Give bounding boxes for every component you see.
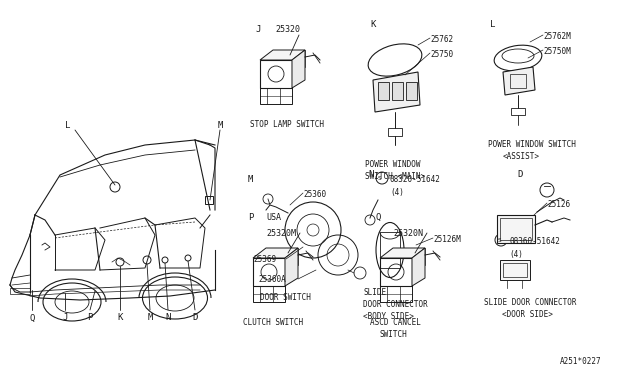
Text: M: M [147, 314, 153, 323]
Bar [392, 82, 403, 100]
Polygon shape [253, 248, 298, 258]
Bar [380, 286, 412, 302]
Text: 08320-51642: 08320-51642 [390, 175, 441, 184]
Bar [205, 196, 213, 204]
Text: A251*0227: A251*0227 [560, 357, 602, 366]
Text: SWITCH <MAIN>: SWITCH <MAIN> [365, 172, 425, 181]
Polygon shape [380, 248, 425, 258]
Text: 25126M: 25126M [433, 235, 461, 244]
Text: P: P [248, 213, 253, 222]
Text: DOOR SWITCH: DOOR SWITCH [260, 293, 311, 302]
Text: 25762M: 25762M [543, 32, 571, 41]
Bar [510, 74, 526, 88]
Text: (4): (4) [390, 188, 404, 197]
Text: N: N [368, 170, 373, 179]
Text: (4): (4) [509, 250, 523, 259]
Bar [500, 218, 532, 240]
Bar [260, 88, 292, 104]
Text: D: D [192, 314, 198, 323]
Text: POWER WINDOW: POWER WINDOW [365, 160, 420, 169]
Text: L: L [65, 121, 70, 129]
Text: D: D [517, 170, 522, 179]
Text: 25762: 25762 [430, 35, 453, 44]
Polygon shape [412, 248, 425, 286]
Bar [500, 260, 530, 280]
Text: L: L [490, 20, 495, 29]
Bar [380, 258, 412, 286]
Text: M: M [248, 175, 253, 184]
Text: 25320M: 25320M [266, 229, 296, 238]
Bar [497, 215, 535, 243]
Text: 25126: 25126 [547, 200, 570, 209]
Text: Q: Q [375, 213, 380, 222]
Text: POWER WINDOW SWITCH: POWER WINDOW SWITCH [488, 140, 576, 149]
Text: SLIDE DOOR CONNECTOR: SLIDE DOOR CONNECTOR [484, 298, 577, 307]
Bar [378, 82, 389, 100]
Bar [10, 288, 30, 294]
Text: K: K [370, 20, 376, 29]
Text: J: J [255, 25, 260, 34]
Text: STOP LAMP SWITCH: STOP LAMP SWITCH [250, 120, 324, 129]
Text: SWITCH: SWITCH [380, 330, 408, 339]
Text: S: S [497, 237, 501, 243]
Text: 25320: 25320 [275, 25, 300, 34]
Text: SLIDE: SLIDE [363, 288, 386, 297]
Text: 25360A: 25360A [258, 275, 285, 284]
Text: 25360: 25360 [303, 190, 326, 199]
Polygon shape [260, 50, 305, 60]
Bar [503, 263, 527, 277]
Text: 25320N: 25320N [393, 229, 423, 238]
Text: 25369: 25369 [253, 255, 276, 264]
Polygon shape [503, 67, 535, 95]
Bar [406, 82, 417, 100]
Text: CLUTCH SWITCH: CLUTCH SWITCH [243, 318, 303, 327]
Polygon shape [292, 50, 305, 88]
Text: DOOR CONNECTOR: DOOR CONNECTOR [363, 300, 428, 309]
Bar [388, 128, 402, 136]
Text: K: K [117, 314, 123, 323]
Text: 25750M: 25750M [543, 47, 571, 56]
Bar [511, 108, 525, 115]
Text: 08360-51642: 08360-51642 [509, 237, 560, 246]
Polygon shape [285, 248, 298, 286]
Text: ASCD CANCEL: ASCD CANCEL [370, 318, 421, 327]
Text: N: N [165, 314, 171, 323]
Bar [260, 60, 292, 88]
Text: USA: USA [266, 213, 281, 222]
Text: 25750: 25750 [430, 50, 453, 59]
Text: P: P [87, 314, 93, 323]
Bar [253, 258, 285, 286]
Polygon shape [373, 72, 420, 112]
Text: <DOOR SIDE>: <DOOR SIDE> [502, 310, 553, 319]
Text: <BODY SIDE>: <BODY SIDE> [363, 312, 414, 321]
Text: <ASSIST>: <ASSIST> [503, 152, 540, 161]
Text: M: M [218, 121, 223, 129]
Bar [380, 232, 400, 268]
Text: S: S [378, 176, 382, 180]
Text: Q: Q [29, 314, 35, 323]
Text: J: J [62, 314, 68, 323]
Bar [253, 286, 285, 302]
